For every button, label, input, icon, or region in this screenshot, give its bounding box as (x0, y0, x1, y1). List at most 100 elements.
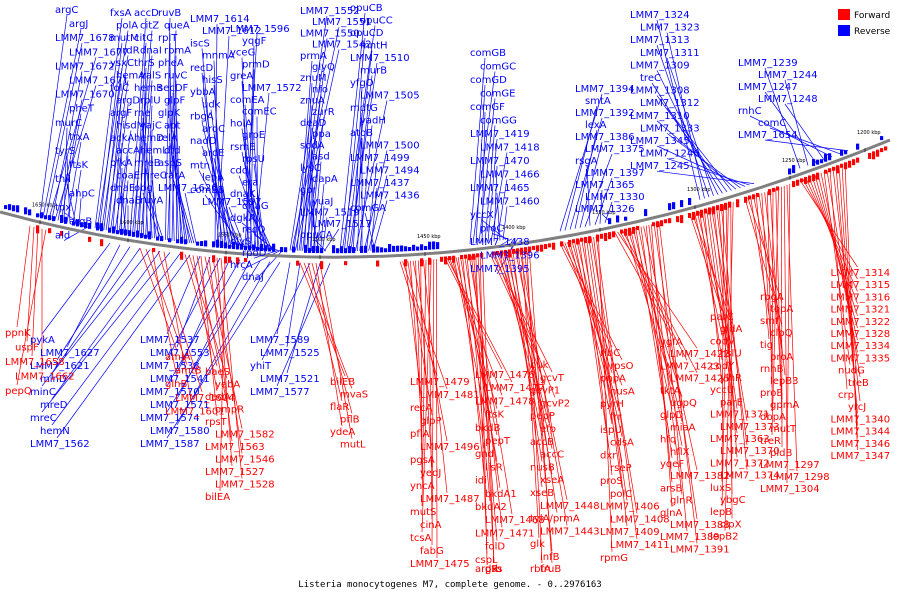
forward-gene-block (236, 257, 240, 265)
forward-gene-label: LMM7_1334 (831, 341, 891, 352)
reverse-gene-leader (250, 69, 255, 249)
reverse-gene-label: LMM7_1323 (640, 23, 700, 34)
reverse-gene-leader (261, 262, 311, 361)
forward-gene-leader (775, 188, 783, 424)
reverse-gene-label: LMM7_1589 (250, 335, 310, 346)
reverse-gene-label: LMM7_1418 (480, 143, 540, 154)
reverse-gene-leader (72, 170, 82, 224)
forward-gene-block (840, 163, 844, 168)
forward-gene-label: LMM7_1346 (831, 439, 891, 450)
forward-gene-block (620, 229, 624, 234)
forward-gene-block (460, 254, 464, 259)
reverse-gene-label: tpx (55, 202, 71, 213)
reverse-gene-label: murC (55, 118, 82, 129)
forward-gene-label: bilEB (330, 377, 355, 388)
reverse-gene-label: grpE (242, 130, 265, 141)
forward-gene-block (848, 160, 852, 168)
forward-gene-label: treR (760, 436, 781, 447)
reverse-gene-label: hisS (202, 75, 223, 86)
reverse-gene-block (4, 205, 8, 210)
reverse-gene-leader (105, 80, 129, 231)
forward-gene-leader (844, 163, 858, 451)
forward-gene-label: LMM7_1604 (175, 393, 235, 404)
reverse-gene-block (8, 204, 12, 211)
forward-gene-label: LMM7_1304 (760, 484, 820, 495)
reverse-gene-label: comGD (470, 75, 507, 86)
forward-gene-block (548, 243, 552, 248)
reverse-gene-label: comEA (230, 95, 265, 106)
reverse-gene-label: LMM7_1248 (758, 94, 818, 105)
reverse-gene-leader (579, 141, 603, 228)
reverse-gene-label: dtd (164, 146, 181, 157)
reverse-gene-leader (586, 165, 591, 226)
reverse-gene-block (60, 214, 64, 223)
forward-gene-block (824, 169, 828, 174)
reverse-gene-block (292, 246, 296, 253)
forward-gene-label: flaR (330, 402, 349, 413)
reverse-gene-label: rpoD (242, 248, 267, 259)
forward-gene-leader (721, 204, 724, 482)
reverse-gene-label: LMM7_1308 (630, 86, 690, 97)
forward-gene-label: pnpA (600, 374, 626, 385)
forward-gene-leader (303, 262, 353, 389)
reverse-gene-leader (481, 219, 507, 240)
reverse-gene-label: pheT (69, 104, 95, 115)
forward-gene-label: pepQ (5, 386, 32, 397)
reverse-gene-label: opuCA (300, 230, 333, 241)
reverse-gene-label: argF (110, 108, 132, 119)
genome-backbone (0, 138, 891, 259)
forward-gene-block (36, 225, 40, 234)
forward-gene-block (720, 204, 724, 212)
reverse-gene-leader (175, 105, 182, 242)
reverse-gene-label: dnaJ (242, 272, 264, 283)
reverse-gene-label: murB (360, 66, 387, 77)
forward-gene-block (568, 239, 572, 247)
reverse-gene-label: treC (640, 73, 661, 84)
reverse-gene-leader (241, 199, 271, 250)
forward-gene-block (180, 251, 184, 260)
reverse-gene-leader (469, 57, 486, 244)
reverse-gene-leader (244, 104, 257, 249)
reverse-gene-leader (651, 82, 723, 194)
reverse-gene-label: atoB (350, 128, 373, 139)
forward-gene-label: ydeA (330, 427, 355, 438)
forward-gene-leader (489, 253, 540, 360)
reverse-gene-label: valS (140, 71, 161, 82)
forward-gene-block (452, 255, 456, 263)
reverse-gene-label: LMM7_1570 (140, 387, 200, 398)
reverse-gene-leader (487, 138, 498, 242)
reverse-gene-label: LMM7_1365 (575, 180, 635, 191)
reverse-gene-label: dapA (312, 174, 338, 185)
reverse-gene-label: LMM7_1436 (360, 191, 420, 202)
reverse-gene-leader (66, 244, 121, 348)
reverse-gene-leader (300, 83, 313, 251)
reverse-gene-leader (121, 192, 127, 234)
reverse-gene-label: argC (55, 5, 78, 16)
forward-gene-block (716, 205, 720, 211)
forward-gene-leader (694, 213, 723, 336)
forward-gene-block (724, 202, 728, 210)
reverse-gene-label: dnaB (116, 196, 142, 207)
reverse-gene-label: mreC (30, 413, 57, 424)
forward-gene-label: tig (760, 340, 773, 351)
forward-gene-leader (718, 206, 738, 458)
reverse-gene-leader (110, 105, 129, 232)
legend-forward-swatch (838, 9, 850, 20)
reverse-gene-label: folC (110, 83, 129, 94)
reverse-gene-block (244, 245, 248, 250)
reverse-gene-leader (564, 105, 598, 231)
tick-label: 1350 kbp (592, 210, 616, 216)
reverse-gene-leader (103, 67, 123, 230)
reverse-gene-label: LMM7_1375 (585, 144, 645, 155)
forward-gene-block (832, 166, 836, 171)
tick-label: 1450 kbp (417, 234, 441, 240)
reverse-gene-block (196, 241, 200, 246)
reverse-gene-label: LMM7_1309 (630, 60, 690, 71)
reverse-gene-label: LMM7_1587 (140, 439, 200, 450)
forward-gene-block (664, 219, 668, 224)
forward-gene-leader (184, 254, 218, 367)
reverse-gene-leader (784, 79, 809, 166)
reverse-gene-label: LMM7_1562 (30, 439, 90, 450)
forward-gene-label: codY (710, 361, 735, 372)
forward-gene-leader (713, 207, 738, 434)
